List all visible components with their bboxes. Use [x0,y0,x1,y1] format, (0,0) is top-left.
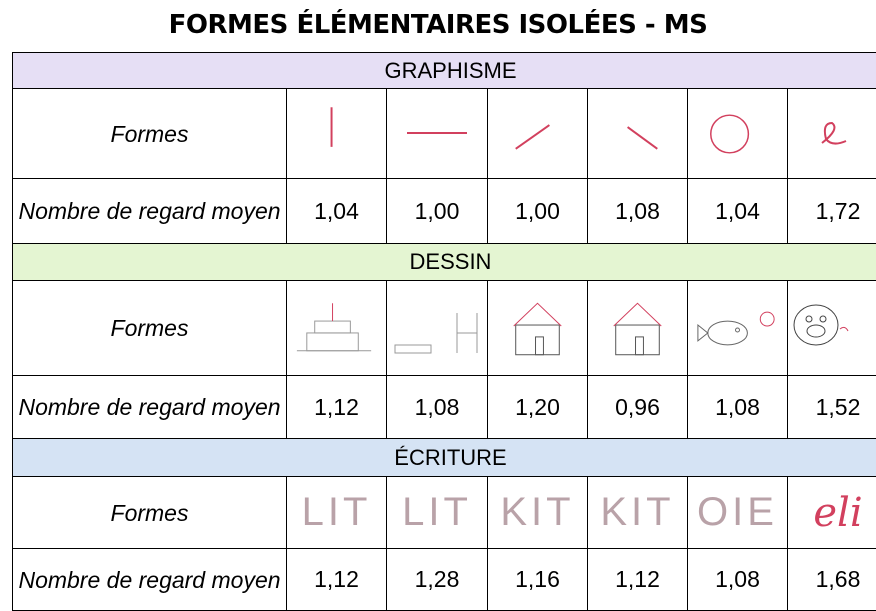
drawing [407,131,467,134]
value: 1,68 [787,548,876,611]
row-label: Nombre de regard moyen [12,178,287,244]
drawing [330,106,333,147]
drawing [613,302,662,356]
section-header: ÉCRITURE [12,438,876,477]
form-drawing [587,88,688,179]
form-drawing [286,88,387,179]
form-text: KIT [587,476,688,549]
drawing [710,113,750,154]
value: 1,00 [487,178,588,244]
section-header: GRAPHISME [12,52,876,89]
value: 1,20 [487,375,588,439]
value: 1,08 [587,178,688,244]
form-drawing [487,280,588,376]
value: 1,16 [487,548,588,611]
row-label: Nombre de regard moyen [12,548,287,611]
form-drawing [787,88,876,179]
value: 1,12 [286,375,387,439]
row-label: Formes [12,476,287,549]
form-drawing [787,280,876,376]
drawing [821,121,847,145]
value: 1,08 [687,548,788,611]
drawing [697,311,775,346]
row-label: Formes [12,88,287,179]
value: 1,08 [687,375,788,439]
row-label: Nombre de regard moyen [12,375,287,439]
value: 1,52 [787,375,876,439]
form-drawing [487,88,588,179]
value: 0,96 [587,375,688,439]
form-drawing [687,88,788,179]
drawing [513,302,562,356]
value: 1,04 [286,178,387,244]
value: 1,00 [386,178,488,244]
drawing [394,313,478,354]
value: 1,08 [386,375,488,439]
form-text: OIE [687,476,788,549]
form-text: LIT [386,476,488,549]
form-drawing [386,88,488,179]
form-drawing [687,280,788,376]
value: 1,28 [386,548,488,611]
drawing [627,125,658,150]
form-text: eli [787,476,876,549]
value: 1,04 [687,178,788,244]
value: 1,72 [787,178,876,244]
form-text: LIT [286,476,387,549]
drawing [296,303,372,352]
form-text: KIT [487,476,588,549]
drawing [793,304,849,346]
drawing [515,123,550,150]
section-header: DESSIN [12,243,876,281]
value: 1,12 [286,548,387,611]
value: 1,12 [587,548,688,611]
title: FORMES ÉLÉMENTAIRES ISOLÉES - MS [168,10,708,40]
form-drawing [386,280,488,376]
form-drawing [587,280,688,376]
row-label: Formes [12,280,287,376]
form-drawing [286,280,387,376]
